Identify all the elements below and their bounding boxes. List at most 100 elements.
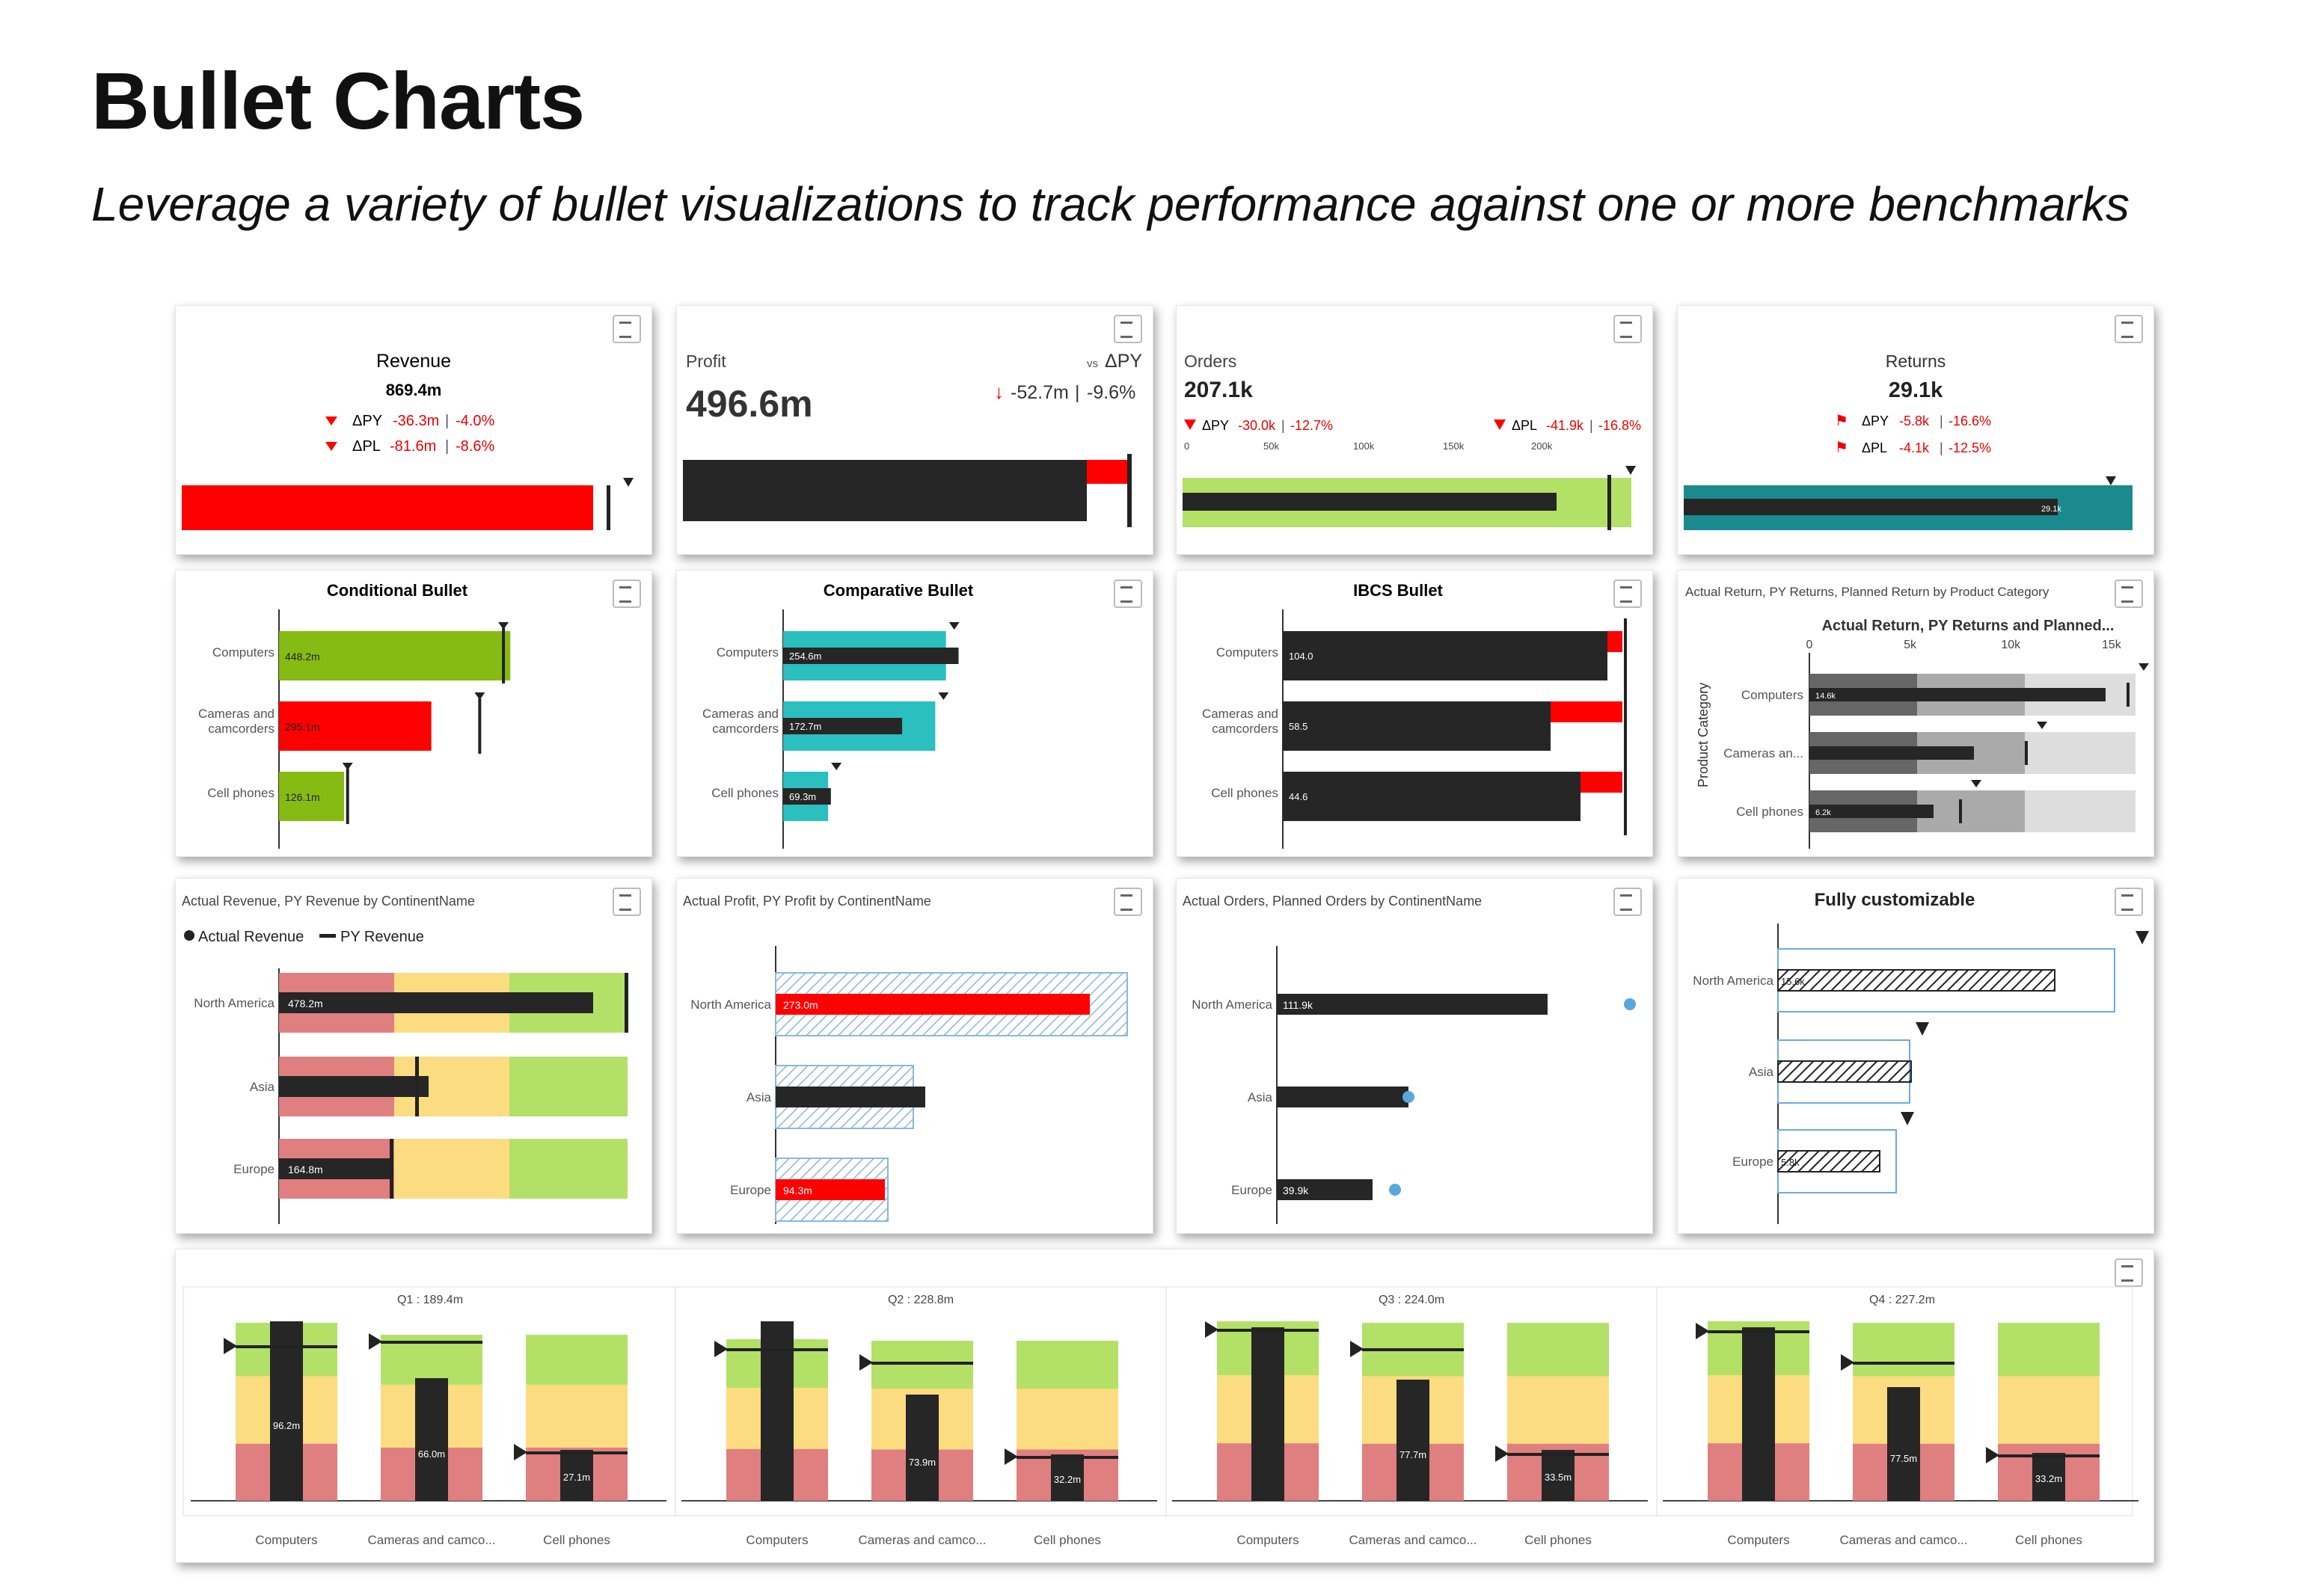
kpi-sep: |: [1075, 382, 1080, 403]
settings-icon[interactable]: [1613, 580, 1642, 608]
page-title: Bullet Charts: [91, 55, 585, 146]
bar-label: 33.2m: [2035, 1473, 2062, 1484]
category-label: Cell phones: [711, 786, 779, 800]
quarterly-card: Q1 : 189.4m 96.2m Computers 66.0m Cameras an…: [175, 1249, 2154, 1563]
settings-icon[interactable]: [1114, 888, 1142, 916]
actual-bar: [1777, 969, 2055, 992]
down-triangle-icon: [325, 417, 337, 425]
bar-label: 94.3m: [783, 1184, 812, 1196]
actual-bar: [776, 1087, 925, 1107]
actual-bar: [2032, 1453, 2065, 1501]
target-triangle-icon: [498, 622, 509, 630]
down-arrow-icon: ↓: [994, 381, 1004, 403]
profit-card: Profit 496.6m vs ΔPY ↓ -52.7m | -9.6%: [676, 305, 1153, 555]
target-marker: [1959, 799, 1962, 823]
settings-icon[interactable]: [1114, 580, 1142, 608]
kpi-sep: |: [445, 413, 449, 429]
actual-bar: [279, 701, 432, 751]
settings-icon[interactable]: [1613, 315, 1642, 343]
chart-title: Comparative Bullet: [824, 581, 974, 600]
settings-icon[interactable]: [613, 315, 641, 343]
category-label: Asia: [250, 1080, 275, 1094]
settings-icon[interactable]: [2115, 580, 2143, 608]
target-triangle-icon: [948, 622, 960, 630]
category-label: Computers: [255, 1533, 317, 1547]
comparative-bullet-svg: Comparative Bullet Computers 254.6m Camera…: [702, 581, 974, 849]
target-triangle-icon: [1350, 1341, 1364, 1357]
target-marker: [2127, 683, 2130, 707]
conditional-bullet-svg: Conditional Bullet Computers 448.2m Camera…: [198, 581, 511, 849]
actual-bar: [1183, 493, 1557, 511]
target-marker: [1217, 1329, 1319, 1332]
category-label: Europe: [1231, 1183, 1272, 1197]
settings-icon[interactable]: [1613, 888, 1642, 916]
flag-icon: ⚑: [1835, 413, 1848, 429]
actual-bar: [279, 631, 511, 680]
target-marker: [871, 1362, 973, 1365]
actual-bar: [1542, 1450, 1575, 1501]
actual-bar: [776, 994, 1090, 1015]
settings-icon[interactable]: [613, 580, 641, 608]
target-marker: [346, 769, 349, 824]
category-label: Cell phones: [207, 786, 275, 800]
range-band: [509, 1057, 628, 1116]
settings-icon[interactable]: [2115, 1258, 2143, 1287]
category-label: Computers: [1236, 1533, 1299, 1547]
chart-marks: North America 273.0m Asia Europe 94.3m: [690, 972, 1128, 1222]
panel-label: Q3 : 224.0m: [1379, 1294, 1444, 1306]
target-triangle-icon: [342, 763, 353, 770]
chart-marks: North America 478.2m Asia Europe 164.8m: [194, 973, 628, 1199]
actual-bar: [1809, 805, 1934, 818]
chart-title: Conditional Bullet: [327, 581, 468, 600]
bar-label: 111.9k: [1283, 999, 1313, 1011]
kpi-value: 29.1k: [1889, 378, 1943, 402]
category-label: Europe: [1732, 1155, 1773, 1169]
range-band: [1017, 1389, 1118, 1450]
settings-icon[interactable]: [613, 888, 641, 916]
bar-label: 5.8k: [1781, 1157, 1800, 1168]
bar-label: 273.0m: [783, 999, 818, 1011]
bar-label: 32.2m: [1054, 1474, 1081, 1485]
vs-delta-label: ΔPY: [1105, 351, 1142, 372]
comparative-bullet-card: Comparative Bullet Computers 254.6m Camera…: [676, 570, 1153, 857]
target-triangle-icon: [623, 478, 634, 487]
bar-label: 39.9k: [1283, 1184, 1309, 1196]
chart-title: Fully customizable: [1815, 890, 1975, 910]
target-marker: [1507, 1453, 1609, 1456]
actual-bar: [1051, 1454, 1084, 1501]
bar-label: 295.1m: [285, 721, 320, 733]
bar-label: 66.0m: [418, 1448, 445, 1460]
target-marker: [1708, 1330, 1809, 1333]
category-label: Asia: [746, 1090, 772, 1104]
plan-dot: [1624, 998, 1636, 1010]
category-label: Cameras an...: [1723, 746, 1803, 760]
bar-label: 29.1k: [2041, 505, 2061, 514]
delta-bar: [1087, 460, 1129, 484]
actual-bar: [1809, 688, 2106, 701]
chart-title: Actual Revenue, PY Revenue by ContinentN…: [182, 894, 475, 909]
actual-bar: [783, 788, 831, 805]
range-band: [526, 1384, 628, 1448]
settings-icon[interactable]: [2115, 888, 2143, 916]
range-band: [1507, 1376, 1609, 1444]
category-label: camcorders: [712, 722, 779, 736]
category-label: Cell phones: [543, 1533, 610, 1547]
py-marker: [415, 1057, 419, 1116]
actual-bar: [1742, 1327, 1775, 1501]
settings-icon[interactable]: [2115, 315, 2143, 343]
category-label: Cell phones: [1524, 1533, 1592, 1547]
revenue-by-continent-svg: Actual Revenue, PY Revenue by ContinentN…: [182, 894, 628, 1224]
bar-label: 33.5m: [1545, 1472, 1572, 1483]
target-triangle-icon: [2037, 722, 2047, 729]
target-marker: [478, 698, 482, 754]
settings-icon[interactable]: [1114, 315, 1142, 343]
kpi-delta-label: ΔPL: [1862, 440, 1887, 455]
actual-bar: [1887, 1387, 1920, 1501]
kpi-label: Revenue: [376, 351, 451, 372]
target-triangle-icon: [859, 1354, 873, 1371]
revenue-svg: Revenue 869.4m ΔPY -36.3m | -4.0% ΔPL -8…: [182, 351, 634, 530]
axis-tick: 5k: [1904, 639, 1917, 651]
